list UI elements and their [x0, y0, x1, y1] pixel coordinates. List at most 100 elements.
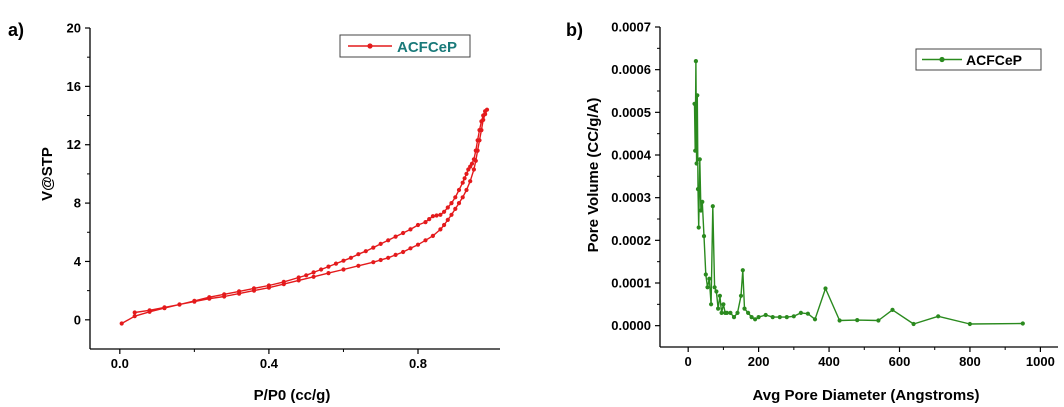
data-point-b — [749, 315, 754, 320]
data-point-a — [304, 273, 309, 278]
data-point-a — [466, 167, 471, 172]
data-point-a — [363, 249, 368, 254]
data-point-a — [119, 321, 124, 326]
data-point-b — [724, 310, 730, 315]
x-tick-label-b: 1000 — [1026, 354, 1055, 369]
data-point-b — [693, 148, 698, 153]
data-point-a — [471, 167, 476, 172]
data-point-b — [712, 285, 717, 290]
data-point-b — [717, 293, 723, 298]
data-point-b — [936, 314, 941, 319]
data-point-b — [967, 321, 973, 327]
x-tick-label-b: 0 — [685, 354, 692, 369]
x-tick-label-a: 0.4 — [260, 356, 279, 371]
data-point-a — [296, 275, 301, 280]
data-point-a — [460, 195, 465, 200]
data-point-a — [415, 242, 421, 247]
data-point-b — [837, 318, 842, 323]
data-point-a — [449, 201, 454, 206]
data-point-b — [911, 321, 916, 327]
y-tick-label-a: 20 — [67, 21, 81, 36]
data-point-a — [207, 295, 212, 300]
data-point-b — [753, 317, 758, 322]
y-tick-label-a: 8 — [74, 196, 81, 211]
data-point-a — [471, 157, 476, 162]
y-tick-label-b: 0.0005 — [611, 105, 651, 120]
data-point-a — [453, 206, 458, 211]
data-point-a — [326, 264, 331, 269]
data-point-a — [333, 261, 339, 266]
data-point-a — [132, 310, 137, 315]
legend-box-b — [915, 48, 1042, 71]
data-point-a — [311, 270, 316, 275]
data-point-b — [710, 204, 715, 209]
data-point-a — [423, 238, 428, 243]
y-tick-label-b: 0.0006 — [611, 62, 651, 77]
data-point-a — [445, 217, 450, 222]
data-point-b — [693, 59, 699, 64]
data-point-a — [341, 267, 346, 272]
y-tick-label-b: 0.0002 — [611, 233, 651, 248]
data-point-b — [798, 310, 804, 315]
data-point-a — [481, 113, 486, 118]
data-point-b — [703, 272, 708, 277]
data-point-b — [763, 312, 768, 318]
data-point-b — [701, 234, 707, 239]
x-axis-label-a: P/P0 (cc/g) — [254, 387, 331, 404]
y-axis-label-b: Pore Volume (CC/g/A) — [585, 98, 602, 253]
legend-b: ACFCeP — [915, 48, 1042, 71]
data-point-a — [453, 195, 458, 200]
data-point-a — [319, 267, 324, 272]
data-point-a — [371, 245, 376, 250]
data-point-a — [386, 238, 391, 243]
data-point-a — [132, 314, 137, 319]
data-point-a — [475, 138, 480, 143]
legend-box-a — [339, 34, 471, 58]
data-point-a — [393, 234, 398, 239]
data-point-a — [468, 179, 473, 184]
y-tick-label-a: 12 — [67, 137, 81, 152]
data-point-a — [401, 230, 406, 236]
data-point-b — [1020, 321, 1025, 326]
data-point-a — [462, 176, 467, 181]
x-tick-label-a: 0.0 — [111, 356, 129, 371]
data-point-b — [700, 199, 705, 204]
data-point-b — [695, 93, 700, 98]
legend-a: ACFCeP — [339, 34, 471, 58]
data-point-a — [378, 241, 383, 246]
data-point-a — [449, 212, 454, 217]
data-point-a — [393, 252, 398, 257]
data-point-a — [427, 217, 432, 222]
data-point-a — [408, 246, 413, 251]
data-point-a — [266, 283, 271, 288]
data-point-a — [356, 252, 361, 257]
data-point-a — [479, 119, 484, 124]
chart-panel-b: b) 0.0000 0.0001 0.0002 0.0003 0.0004 0.0005 0… — [566, 20, 1058, 404]
data-point-a — [311, 274, 316, 279]
legend-marker-b — [939, 56, 945, 63]
panel-label-b: b) — [566, 20, 583, 40]
panel-label-a: a) — [8, 20, 24, 40]
data-point-a — [442, 209, 447, 214]
data-point-b — [770, 315, 775, 320]
data-point-a — [434, 213, 439, 218]
data-point-b — [694, 161, 699, 166]
data-point-b — [740, 268, 745, 273]
data-point-a — [408, 227, 413, 232]
data-point-a — [192, 298, 197, 303]
data-point-a — [430, 233, 435, 238]
data-point-a — [423, 220, 428, 225]
data-point-a — [378, 257, 383, 263]
y-tick-label-b: 0.0007 — [611, 20, 651, 35]
data-point-b — [890, 307, 895, 312]
data-point-a — [464, 187, 469, 193]
x-tick-label-b: 400 — [818, 354, 840, 369]
data-point-a — [348, 255, 353, 260]
data-point-a — [386, 255, 391, 260]
data-point-b — [791, 314, 796, 319]
data-point-a — [356, 263, 361, 268]
y-tick-label-b: 0.0001 — [611, 276, 651, 291]
data-point-a — [281, 279, 286, 284]
data-point-b — [698, 208, 704, 213]
